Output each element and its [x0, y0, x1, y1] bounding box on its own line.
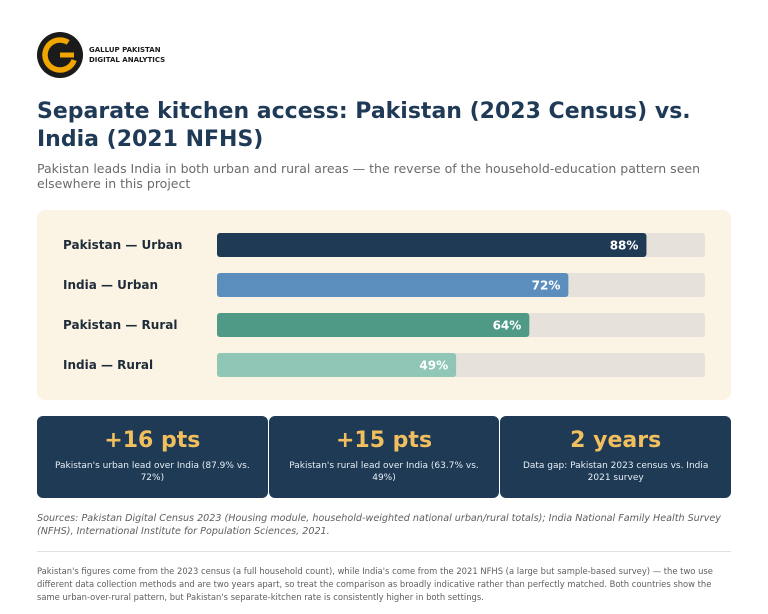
bar-row: Pakistan — Urban 88%	[63, 233, 705, 257]
bar	[217, 273, 569, 297]
brand-name-line2: DIGITAL ANALYTICS	[89, 56, 166, 64]
brand-name: GALLUP PAKISTAN DIGITAL ANALYTICS	[89, 45, 165, 65]
gallup-g-logo-icon	[37, 32, 83, 78]
value-label: 72%	[532, 279, 561, 293]
bar	[217, 313, 530, 337]
stat-card-rural-lead: +15 pts Pakistan's rural lead over India…	[268, 416, 500, 498]
stat-card-urban-lead: +16 pts Pakistan's urban lead over India…	[37, 416, 268, 498]
stat-description: Pakistan's rural lead over India (63.7% …	[289, 461, 479, 483]
value-label: 49%	[419, 359, 448, 373]
stat-value: +15 pts	[335, 428, 433, 453]
bar-row: India — Rural 49%	[63, 353, 705, 377]
stat-value: +16 pts	[104, 428, 201, 453]
value-label: 88%	[610, 239, 639, 253]
bar	[217, 233, 647, 257]
stat-description: Data gap: Pakistan 2023 census vs. India…	[522, 461, 709, 483]
stat-cards: +16 pts Pakistan's urban lead over India…	[37, 416, 732, 498]
sources-note: Sources: Pakistan Digital Census 2023 (H…	[37, 513, 721, 537]
divider	[37, 551, 731, 552]
stat-card-data-gap: 2 years Data gap: Pakistan 2023 census v…	[500, 416, 732, 498]
brand-header: GALLUP PAKISTAN DIGITAL ANALYTICS	[37, 30, 731, 80]
category-label: India — Urban	[63, 278, 158, 292]
bar-chart-panel: Pakistan — Urban 88% India — Urban 72% Pakis…	[37, 210, 731, 400]
brand-name-line1: GALLUP PAKISTAN	[89, 46, 161, 54]
bar-row: India — Urban 72%	[63, 273, 705, 297]
stat-value: 2 years	[570, 428, 662, 453]
bar-row: Pakistan — Rural 64%	[63, 313, 705, 337]
page-subtitle: Pakistan leads India in both urban and r…	[37, 161, 700, 191]
page-title: Separate kitchen access: Pakistan (2023 …	[37, 99, 691, 152]
bar-chart: Pakistan — Urban 88% India — Urban 72% Pakis…	[63, 233, 705, 377]
category-label: Pakistan — Urban	[63, 238, 182, 252]
category-label: Pakistan — Rural	[63, 318, 177, 332]
methodology-note: Pakistan's figures come from the 2023 ce…	[37, 566, 713, 602]
stat-description: Pakistan's urban lead over India (87.9% …	[54, 461, 250, 483]
value-label: 64%	[493, 319, 522, 333]
bar	[217, 353, 457, 377]
logo-glyph	[42, 37, 78, 73]
report-page: GALLUP PAKISTAN DIGITAL ANALYTICS Separa…	[37, 30, 732, 604]
category-label: India — Rural	[63, 358, 153, 372]
